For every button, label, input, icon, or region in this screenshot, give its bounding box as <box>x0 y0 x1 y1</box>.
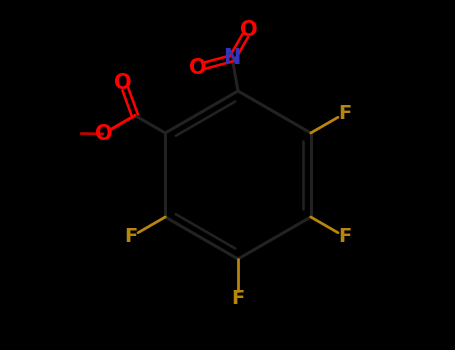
Text: O: O <box>188 58 206 78</box>
Text: N: N <box>223 48 241 68</box>
Text: F: F <box>338 104 351 123</box>
Text: O: O <box>114 72 132 93</box>
Text: O: O <box>240 20 258 40</box>
Text: O: O <box>95 124 112 144</box>
Text: F: F <box>232 289 245 308</box>
Text: F: F <box>338 227 351 246</box>
Text: F: F <box>125 227 138 246</box>
